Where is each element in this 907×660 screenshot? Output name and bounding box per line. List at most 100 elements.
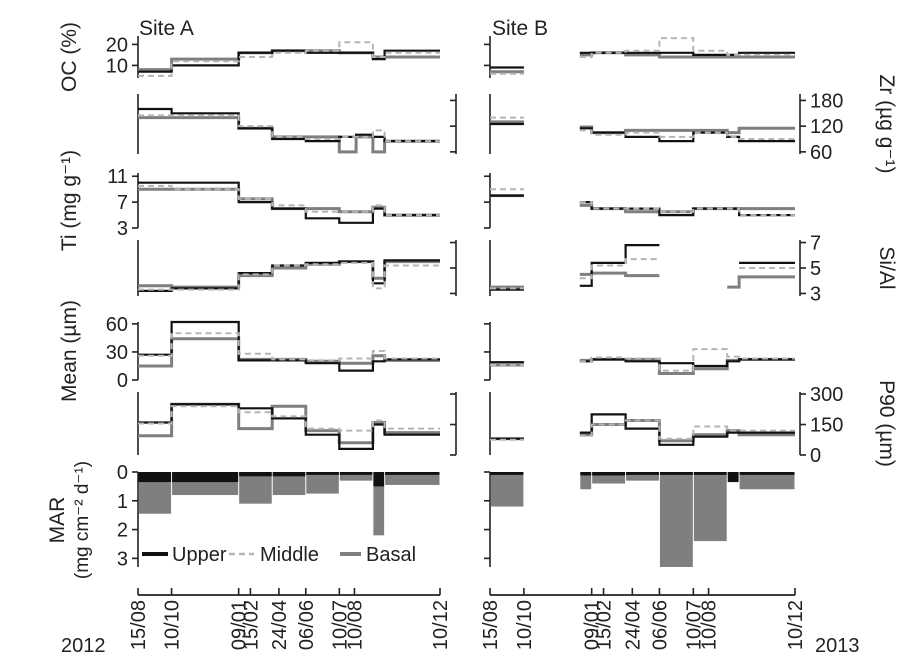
x-tick-label-a-2: 09/01 <box>229 600 251 650</box>
zr-site-b-upper-line <box>490 122 795 143</box>
mar-sitea-basal-bar-2 <box>239 472 272 504</box>
p90-ylabel: P90 (µm) <box>875 380 898 467</box>
x-tick-label-a-1: 10/10 <box>162 600 184 650</box>
zr-ylabel: Zr (µg g⁻¹) <box>875 74 898 173</box>
legend-label-basal: Basal <box>366 544 416 566</box>
mar-siteb-upper-bar-5 <box>693 472 727 475</box>
p90-site-a-middle-line <box>138 405 440 432</box>
x-tick-label-b-6: 10/07 <box>683 600 705 650</box>
mar-siteb-upper-bar-6 <box>727 472 739 483</box>
x-tick-label-b-0: 15/08 <box>480 600 502 650</box>
mean-site-b-middle-line <box>490 348 795 372</box>
mean-ytick-label-2: 60 <box>106 314 128 336</box>
zr-ytick-label-2: 180 <box>810 90 843 112</box>
year-label-left: 2012 <box>61 635 106 657</box>
p90-site-b-upper-line <box>490 413 795 446</box>
oc-ytick-label-0: 10 <box>106 55 128 77</box>
ti-ytick-label-2: 11 <box>107 166 128 188</box>
mean-ytick-label-0: 0 <box>117 370 128 392</box>
mar-siteb-basal-bar-0 <box>490 472 524 507</box>
ti-ylabel: Ti (mg g⁻¹) <box>58 150 81 251</box>
mar-siteb-upper-bar-7 <box>739 472 795 475</box>
mar-siteb-basal-bar-3 <box>626 472 659 481</box>
mar-ytick-label-3: 3 <box>117 548 128 570</box>
ti-site-a-basal-line <box>138 187 440 217</box>
legend-label-middle: Middle <box>260 544 319 566</box>
mar-sitea-basal-bar-3 <box>272 472 306 496</box>
si-al-site-b-basal-line <box>490 271 795 289</box>
mar-siteb-basal-bar-5 <box>693 472 727 542</box>
x-tick-label-a-4: 24/04 <box>269 600 291 650</box>
mar-siteb-upper-bar-2 <box>592 472 626 476</box>
mar-siteb-basal-bar-4 <box>659 472 693 567</box>
zr-site-a-middle-line <box>138 114 440 143</box>
x-tick-label-b-5: 06/06 <box>649 600 671 650</box>
mean-site-a-upper-line <box>138 320 440 372</box>
mar-sitea-basal-bar-6 <box>373 472 385 536</box>
x-tick-label-a-3: 15/02 <box>240 600 262 650</box>
x-tick-label-b-7: 10/08 <box>699 600 721 650</box>
mar-sitea-upper-bar-4 <box>306 472 339 475</box>
oc-ylabel: OC (%) <box>58 22 81 92</box>
mar-ytick-label-2: 2 <box>117 520 128 542</box>
mar-siteb-basal-bar-2 <box>592 472 626 484</box>
si-al-site-a-middle-line <box>138 261 440 291</box>
mean-site-a-basal-line <box>138 337 440 368</box>
mar-sitea-upper-bar-0 <box>138 472 172 483</box>
mean-ytick-label-1: 30 <box>106 342 128 364</box>
legend: Upper Middle Basal <box>142 544 416 566</box>
p90-site-b-middle-line <box>490 419 795 441</box>
p90-ytick-label-1: 150 <box>810 415 843 437</box>
si-al-ylabel: Si/Al <box>875 246 898 289</box>
x-tick-label-b-1: 10/10 <box>514 600 536 650</box>
mar-siteb-basal-bar-7 <box>739 472 795 490</box>
x-tick-label-b-3: 15/02 <box>594 600 616 650</box>
mar-sitea-upper-bar-7 <box>385 472 440 475</box>
mar-sitea-basal-bar-7 <box>385 472 440 485</box>
mar-sitea-upper-bar-5 <box>339 472 373 475</box>
mar-ytick-label-0: 0 <box>117 462 128 484</box>
mar-ylabel-line-1: MAR <box>46 497 69 544</box>
mar-siteb-upper-bar-4 <box>659 472 693 475</box>
x-tick-label-b-4: 24/04 <box>622 600 644 650</box>
zr-site-a-upper-line <box>138 107 440 143</box>
x-tick-label-b-2: 09/01 <box>582 600 604 650</box>
ti-site-b-middle-line <box>490 188 795 217</box>
p90-site-b-basal-line <box>490 419 795 443</box>
ti-ytick-label-0: 3 <box>117 218 128 240</box>
ti-site-a-middle-line <box>138 184 440 217</box>
mar-ylabel-line-2: (mg cm⁻² d⁻¹) <box>72 461 93 579</box>
mean-ylabel: Mean (µm) <box>58 300 81 402</box>
x-tick-label-a-5: 06/06 <box>296 600 318 650</box>
mar-sitea-basal-bar-4 <box>306 472 339 494</box>
p90-site-a-basal-line <box>138 402 440 445</box>
mar-sitea-basal-bar-5 <box>339 472 373 481</box>
ti-ytick-label-1: 7 <box>117 192 128 214</box>
si-al-ytick-label-0: 3 <box>810 283 821 305</box>
oc-site-b-middle-line <box>490 37 795 75</box>
p90-ytick-label-2: 300 <box>810 384 843 406</box>
x-tick-label-a-6: 10/07 <box>329 600 351 650</box>
si-al-site-b-middle-line <box>490 258 795 290</box>
p90-ytick-label-0: 0 <box>810 445 821 467</box>
zr-ytick-label-0: 60 <box>810 142 832 164</box>
si-al-site-b-upper-line <box>490 244 795 291</box>
mar-siteb-upper-bar-3 <box>626 472 659 475</box>
x-tick-label-a-0: 15/08 <box>128 600 150 650</box>
oc-site-a-middle-line <box>138 41 440 77</box>
zr-ytick-label-1: 120 <box>810 116 843 138</box>
oc-ytick-label-1: 20 <box>106 34 128 56</box>
x-tick-label-b-8: 10/12 <box>785 600 807 650</box>
mar-siteb-basal-bar-1 <box>580 472 592 490</box>
mar-siteb-upper-bar-1 <box>580 472 592 476</box>
mar-ytick-label-1: 1 <box>117 491 128 513</box>
year-label-right: 2013 <box>815 635 860 657</box>
zr-site-b-middle-line <box>490 116 795 140</box>
x-tick-label-a-7: 10/08 <box>344 600 366 650</box>
x-tick-label-a-8: 10/12 <box>430 600 452 650</box>
mar-sitea-upper-bar-3 <box>272 472 306 477</box>
mean-site-b-upper-line <box>490 358 795 368</box>
si-al-ytick-label-1: 5 <box>810 258 821 280</box>
